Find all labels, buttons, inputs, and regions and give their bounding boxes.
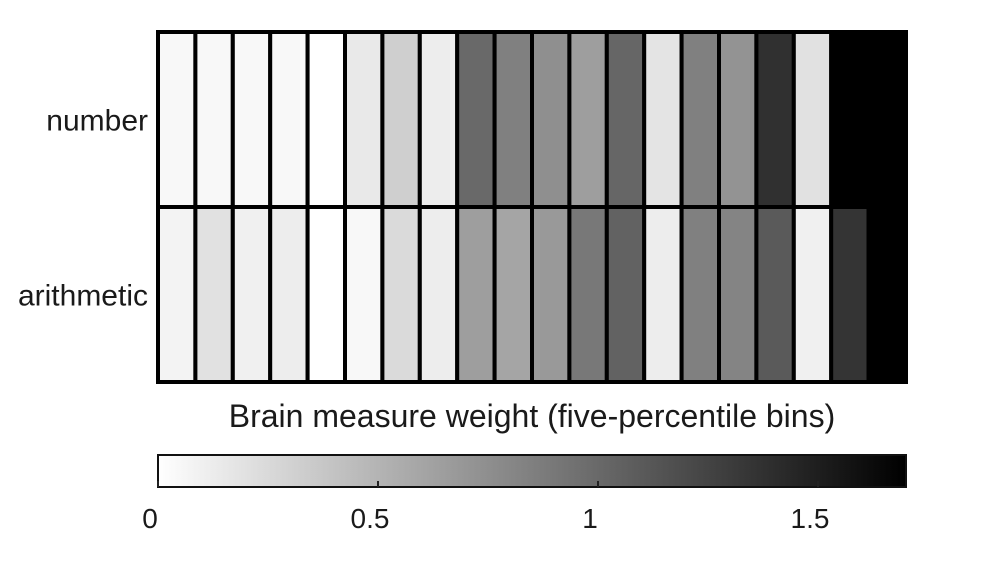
heatmap-cell-number-18 (791, 30, 834, 209)
heatmap-cell-arithmetic-4 (268, 205, 310, 384)
heatmap-cell-arithmetic-5 (305, 205, 348, 384)
heatmap-cell-arithmetic-13 (604, 205, 647, 384)
heatmap-cell-arithmetic-7 (380, 205, 422, 384)
colorbar (157, 454, 907, 488)
heatmap-cell-arithmetic-15 (679, 205, 721, 384)
heatmap-cell-number-12 (567, 30, 609, 209)
heatmap-cell-arithmetic-11 (530, 205, 572, 384)
colorbar-tick-label: 0 (142, 503, 158, 534)
row-label-number: number (46, 105, 148, 138)
heatmap-cell-arithmetic-2 (193, 205, 235, 384)
row-labels: number arithmetic (18, 105, 148, 313)
heatmap-cell-number-4 (268, 30, 310, 209)
heatmap-cell-number-2 (193, 30, 235, 209)
heatmap-cell-number-3 (230, 30, 273, 209)
heatmap-cell-arithmetic-18 (791, 205, 834, 384)
heatmap-cell-number-19 (829, 30, 871, 209)
colorbar-tick-label: 0.5 (351, 503, 390, 534)
heatmap-cell-number-9 (455, 30, 497, 209)
heatmap-cell-arithmetic-12 (567, 205, 609, 384)
heatmap-cell-arithmetic-10 (492, 205, 535, 384)
heatmap-cell-arithmetic-1 (156, 205, 198, 384)
heatmap-cell-number-11 (530, 30, 572, 209)
heatmap-cell-number-10 (492, 30, 535, 209)
heatmap-cell-number-7 (380, 30, 422, 209)
heatmap-cell-arithmetic-8 (417, 205, 460, 384)
heatmap-cell-number-20 (866, 30, 908, 209)
heatmap-cell-number-5 (305, 30, 348, 209)
heatmap-cell-arithmetic-14 (642, 205, 684, 384)
plot-frame (156, 30, 908, 384)
heatmap-cell-arithmetic-9 (455, 205, 497, 384)
heatmap-cell-number-15 (679, 30, 721, 209)
row-label-arithmetic: arithmetic (18, 280, 148, 313)
colorbar-ticks: 0 0.5 1 1.5 (142, 481, 829, 534)
heatmap-cell-number-8 (417, 30, 460, 209)
heatmap-cell-arithmetic-6 (343, 205, 385, 384)
heatmap-cell-arithmetic-19 (829, 205, 871, 384)
heatmap-cell-arithmetic-17 (754, 205, 796, 384)
colorbar-tick-label: 1 (582, 503, 598, 534)
colorbar-tick-label: 1.5 (791, 503, 830, 534)
heatmap-cell-number-1 (156, 30, 198, 209)
heatmap-cell-arithmetic-20 (866, 205, 908, 384)
heatmap-cell-number-16 (717, 30, 759, 209)
heatmap-cell-number-14 (642, 30, 684, 209)
x-axis-label: Brain measure weight (five-percentile bi… (229, 398, 835, 434)
heatmap-cells (156, 30, 908, 384)
heatmap-cell-number-17 (754, 30, 796, 209)
heatmap-cell-arithmetic-16 (717, 205, 759, 384)
heatmap-cell-number-13 (604, 30, 647, 209)
heatmap-cell-number-6 (343, 30, 385, 209)
heatmap-cell-arithmetic-3 (230, 205, 273, 384)
